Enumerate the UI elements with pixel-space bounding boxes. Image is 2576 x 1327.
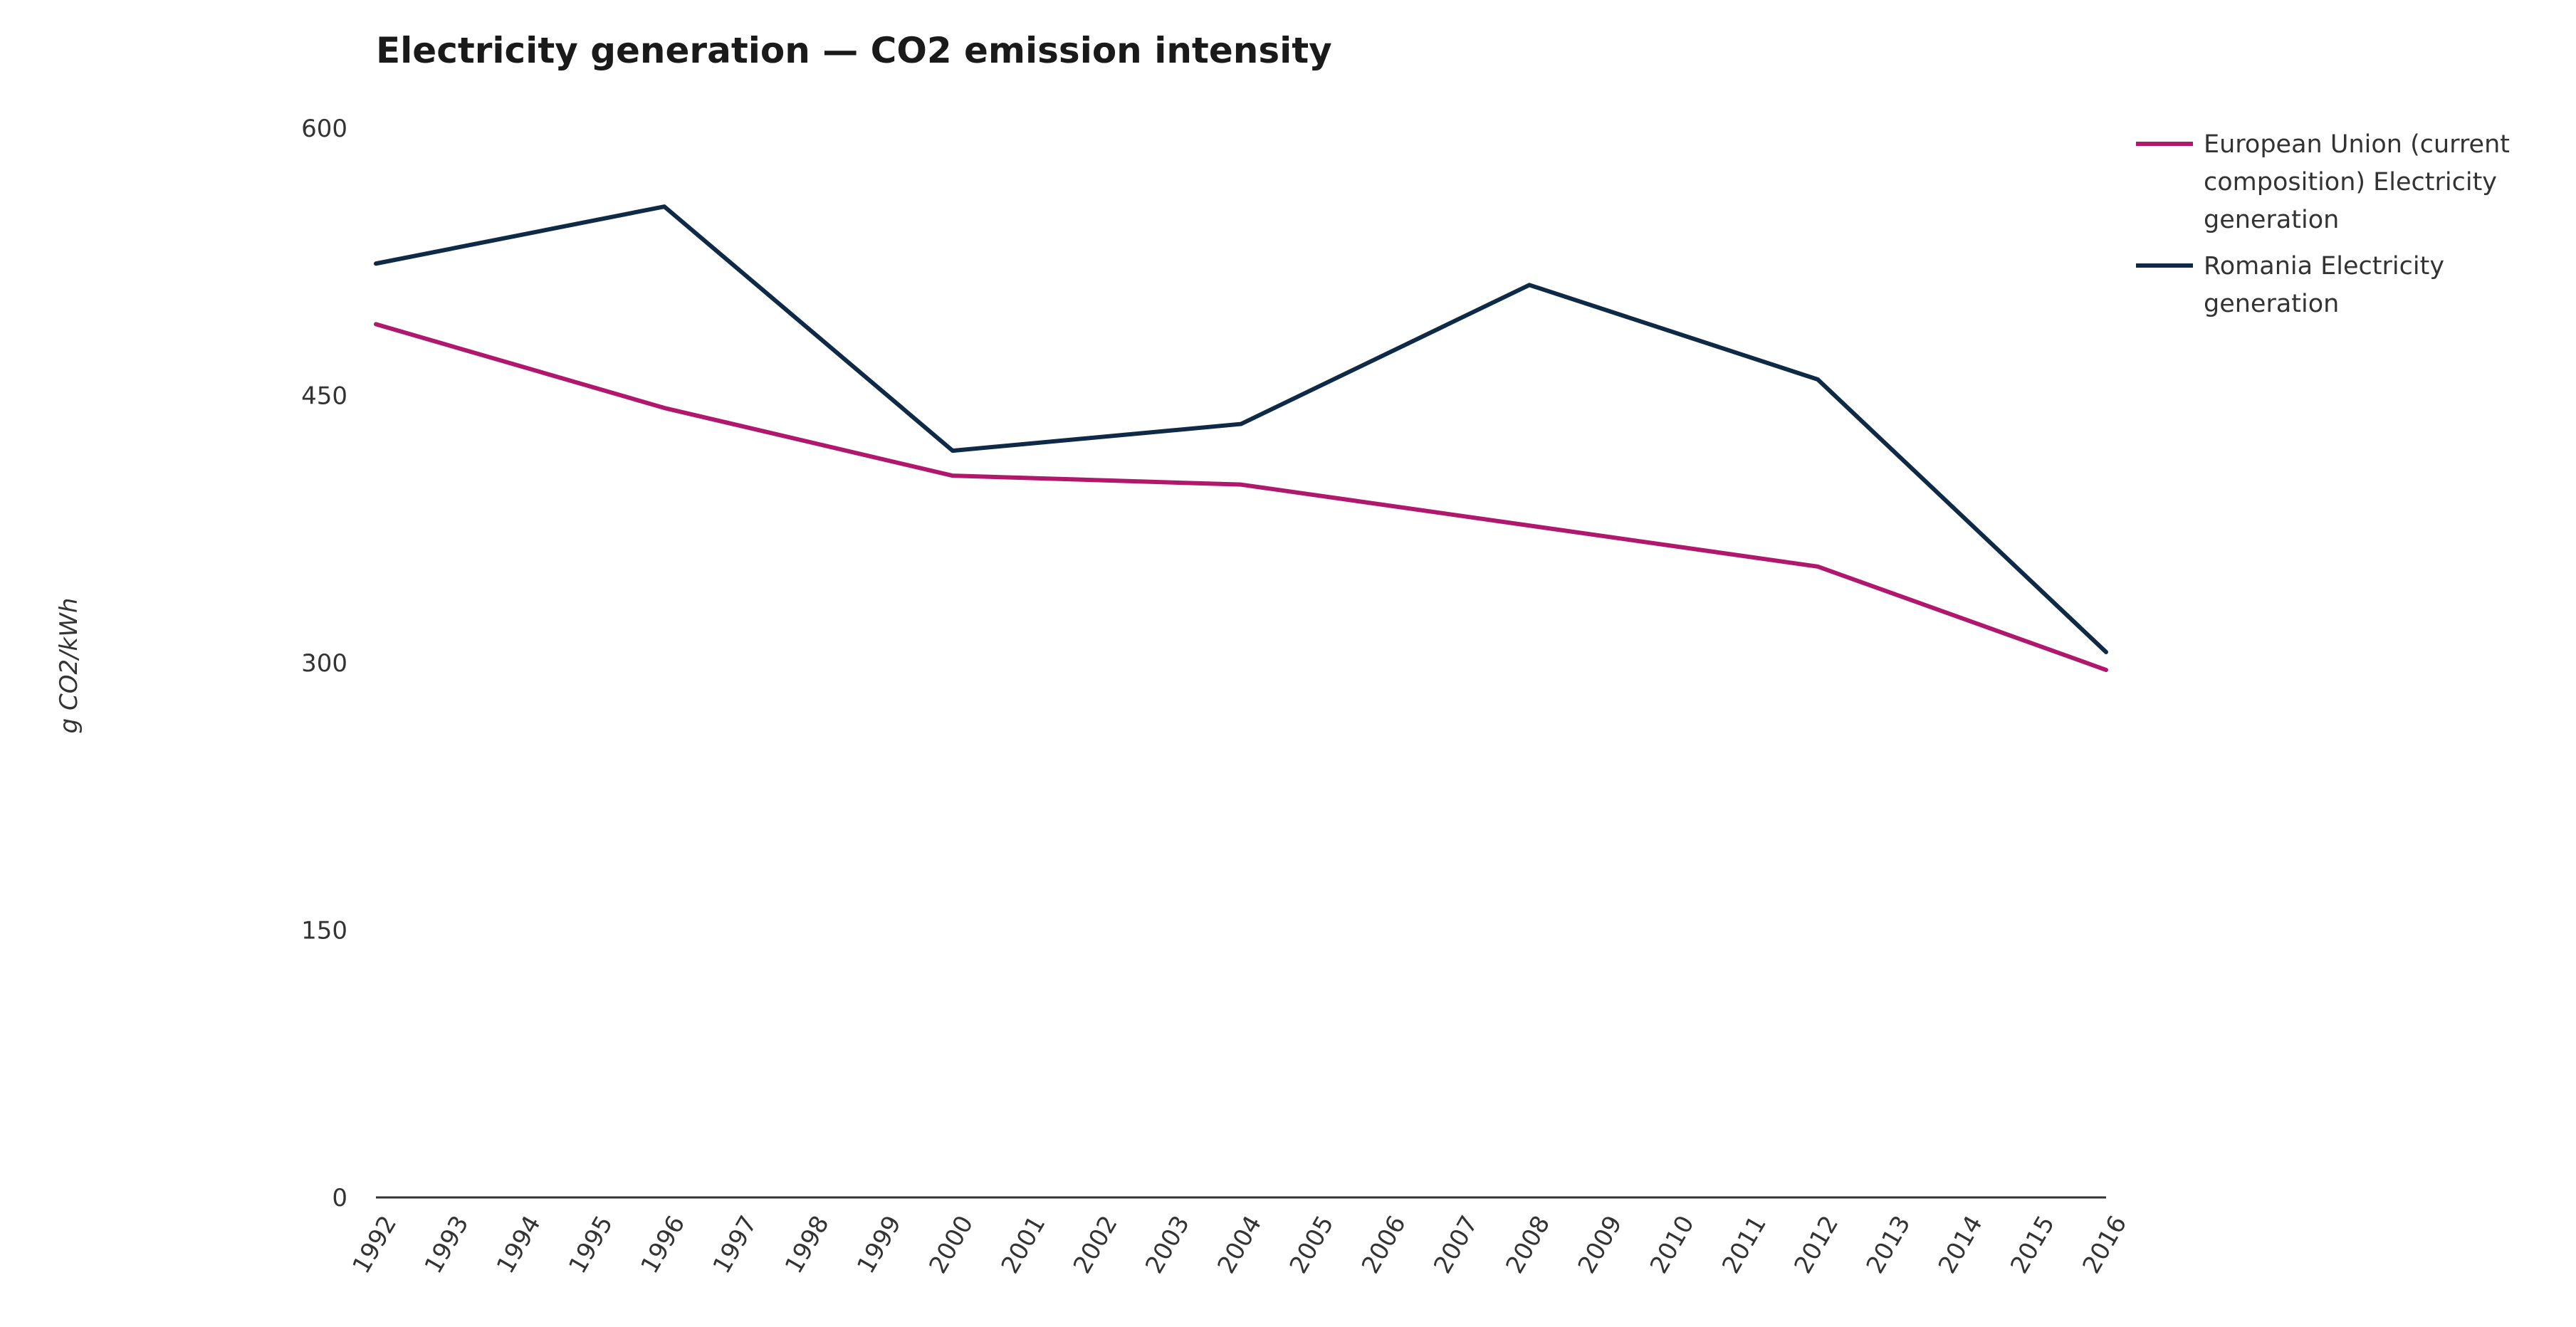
y-tick-label: 450 [301, 382, 347, 411]
x-tick-label: 2003 [1140, 1211, 1195, 1279]
legend-label: European Union (current [2204, 130, 2510, 159]
legend[interactable]: European Union (current composition) Elec… [2136, 130, 2510, 318]
chart-title: Electricity generation — CO2 emission in… [376, 30, 1332, 71]
x-tick-label: 2014 [1933, 1211, 1989, 1279]
series-line-1[interactable] [374, 204, 2108, 654]
x-tick-label: 2010 [1645, 1211, 1700, 1279]
x-tick-label: 1992 [347, 1211, 402, 1279]
x-tick-label: 2007 [1428, 1211, 1484, 1279]
y-axis-title: g CO2/kWh [55, 598, 83, 734]
x-tick-label: 2012 [1789, 1211, 1844, 1279]
x-tick-label: 2005 [1284, 1211, 1340, 1279]
x-tick-label: 1999 [852, 1211, 907, 1279]
x-tick-label: 2008 [1500, 1211, 1556, 1279]
series-line-0[interactable] [374, 322, 2108, 673]
y-axis-ticks: 0 150 300 450 600 [301, 115, 347, 1212]
legend-label: composition) Electricity [2204, 168, 2497, 196]
legend-item-1[interactable]: Romania Electricity generation [2136, 252, 2444, 318]
x-tick-label: 1993 [419, 1211, 475, 1279]
x-tick-label: 2004 [1212, 1211, 1267, 1279]
x-tick-label: 1998 [780, 1211, 835, 1279]
x-tick-label: 2016 [2077, 1211, 2132, 1279]
x-tick-label: 2002 [1068, 1211, 1124, 1279]
x-tick-label: 1995 [563, 1211, 619, 1279]
x-axis-ticks: 1992 1993 1994 1995 1996 1997 1998 1999 2000 2001… [347, 1211, 2132, 1279]
legend-label: generation [2204, 206, 2339, 234]
x-tick-label: 2009 [1573, 1211, 1628, 1279]
series-lines [374, 204, 2108, 673]
y-tick-label: 600 [301, 115, 347, 143]
y-tick-label: 0 [332, 1184, 347, 1212]
x-tick-label: 2013 [1861, 1211, 1917, 1279]
legend-label: generation [2204, 290, 2339, 318]
legend-label: Romania Electricity [2204, 252, 2444, 280]
x-tick-label: 1994 [491, 1211, 547, 1279]
legend-item-0[interactable]: European Union (current composition) Elec… [2136, 130, 2510, 234]
y-tick-label: 150 [301, 917, 347, 945]
x-tick-label: 2006 [1356, 1211, 1412, 1279]
x-tick-label: 2015 [2005, 1211, 2061, 1279]
y-tick-label: 300 [301, 649, 347, 678]
x-tick-label: 1996 [635, 1211, 691, 1279]
x-tick-label: 1997 [708, 1211, 763, 1279]
x-tick-label: 2000 [923, 1211, 979, 1279]
x-tick-label: 2001 [996, 1211, 1052, 1279]
x-tick-label: 2011 [1717, 1211, 1772, 1279]
